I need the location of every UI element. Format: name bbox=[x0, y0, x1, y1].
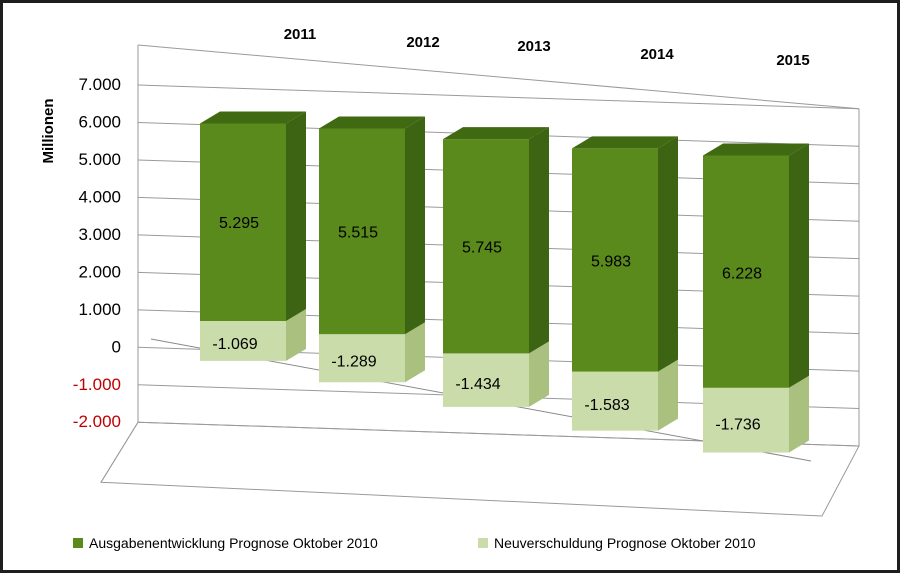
data-label-ausgaben: 5.515 bbox=[338, 225, 378, 242]
data-label-ausgaben: 6.228 bbox=[722, 266, 762, 283]
bar-neg-front bbox=[572, 371, 658, 431]
bar-pos-top bbox=[319, 116, 425, 129]
category-label: 2011 bbox=[284, 26, 317, 43]
bar-neg-side bbox=[789, 375, 809, 453]
legend: Ausgabenentwicklung Prognose Oktober 201… bbox=[3, 535, 900, 559]
bar-pos-front bbox=[443, 139, 529, 354]
bar-pos-front bbox=[200, 123, 286, 322]
bar-pos-side bbox=[405, 116, 425, 335]
data-label-neuverschuldung: -1.583 bbox=[584, 397, 629, 414]
floor-left-edge bbox=[100, 421, 139, 483]
y-tick-label: 3.000 bbox=[78, 225, 121, 244]
bar-pos-top bbox=[572, 136, 678, 149]
bar-pos-side bbox=[286, 111, 306, 322]
bar-pos-front bbox=[703, 155, 789, 388]
chart-canvas: 7.000 6.000 5.000 4.000 3.000 2.000 1.000 0 -1.0… bbox=[40, 26, 860, 517]
bar-pos-side bbox=[658, 136, 678, 372]
bar-pos-top bbox=[703, 143, 809, 156]
data-label-neuverschuldung: -1.069 bbox=[212, 336, 257, 353]
data-label-neuverschuldung: -1.736 bbox=[715, 416, 760, 433]
legend-item-neuverschuldung: Neuverschuldung Prognose Oktober 2010 bbox=[478, 535, 756, 551]
category-label: 2015 bbox=[776, 52, 809, 69]
bar-neg-side bbox=[405, 322, 425, 383]
legend-label-ausgaben: Ausgabenentwicklung Prognose Oktober 201… bbox=[89, 535, 378, 551]
bar-neg-side bbox=[658, 359, 678, 431]
legend-swatch-neuverschuldung bbox=[478, 538, 488, 548]
bar-neg-front bbox=[443, 353, 529, 407]
data-label-ausgaben: 5.983 bbox=[591, 254, 631, 271]
bar-pos-front bbox=[319, 128, 405, 335]
y-tick-label: 5.000 bbox=[78, 150, 121, 169]
data-label-ausgaben: 5.295 bbox=[219, 215, 259, 232]
legend-label-neuverschuldung: Neuverschuldung Prognose Oktober 2010 bbox=[494, 535, 756, 551]
y-axis-label: Millionen bbox=[40, 99, 57, 164]
data-label-ausgaben: 5.745 bbox=[462, 240, 502, 257]
y-tick-label: -2.000 bbox=[73, 412, 121, 431]
data-label-neuverschuldung: -1.434 bbox=[455, 376, 500, 393]
legend-swatch-ausgaben bbox=[73, 538, 83, 548]
legend-item-ausgaben: Ausgabenentwicklung Prognose Oktober 201… bbox=[73, 535, 378, 551]
category-label: 2013 bbox=[517, 38, 550, 55]
data-label-neuverschuldung: -1.289 bbox=[331, 354, 376, 371]
bar-pos-top bbox=[443, 127, 549, 140]
bar-neg-side bbox=[529, 341, 549, 407]
grid-line bbox=[137, 84, 860, 110]
y-tick-label: 1.000 bbox=[78, 300, 121, 319]
y-tick-label: 7.000 bbox=[78, 75, 121, 94]
bar-pos-top bbox=[200, 111, 306, 124]
bar-neg-front bbox=[200, 321, 286, 361]
bar-pos-front bbox=[572, 148, 658, 372]
bar-neg-side bbox=[286, 309, 306, 361]
category-label: 2014 bbox=[640, 46, 674, 63]
bar-pos-side bbox=[789, 143, 809, 388]
y-tick-label: -1.000 bbox=[73, 375, 121, 394]
y-tick-label: 0 bbox=[112, 337, 121, 356]
bar-neg-front bbox=[703, 387, 789, 453]
y-tick-label: 4.000 bbox=[78, 187, 121, 206]
category-label: 2012 bbox=[406, 34, 439, 51]
y-tick-label: 2.000 bbox=[78, 262, 121, 281]
y-tick-label: 6.000 bbox=[78, 112, 121, 131]
bar-pos-side bbox=[529, 127, 549, 354]
wall-top-edge bbox=[137, 44, 860, 110]
bar-neg-front bbox=[319, 334, 405, 383]
